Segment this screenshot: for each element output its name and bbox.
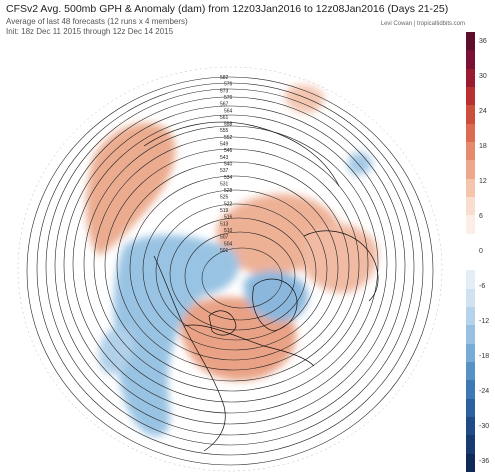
contour-label: 510 bbox=[224, 228, 233, 234]
colorbar-segment bbox=[466, 68, 475, 88]
contour-label: 573 bbox=[220, 88, 229, 94]
colorbar-segment bbox=[466, 325, 475, 345]
contour-label: 531 bbox=[220, 181, 229, 187]
europe-coast bbox=[303, 230, 379, 302]
contour-label: 528 bbox=[224, 188, 233, 194]
colorbar-tick-label: 12 bbox=[479, 178, 487, 185]
colorbar-segment bbox=[466, 343, 475, 363]
colorbar-tick-label: 30 bbox=[479, 73, 487, 80]
colorbar-tick-label: 36 bbox=[479, 38, 487, 45]
hudson-bay bbox=[208, 310, 237, 336]
contour-label: 549 bbox=[220, 142, 229, 148]
colorbar-segment bbox=[466, 453, 475, 473]
colorbar-tick-label: 18 bbox=[479, 143, 487, 150]
colorbar-tick-label: -30 bbox=[479, 423, 490, 430]
colorbar-segment bbox=[466, 197, 475, 216]
contour-label: 516 bbox=[224, 215, 233, 221]
colorbar-segment bbox=[466, 32, 475, 51]
colorbar-segment bbox=[466, 417, 475, 436]
contour-label: 570 bbox=[224, 95, 233, 101]
colorbar-segment bbox=[466, 160, 475, 180]
colorbar-segment bbox=[466, 435, 475, 455]
polar-map: 5825765735705675645615585555525495465435… bbox=[4, 36, 459, 472]
colorbar-segment bbox=[466, 123, 475, 143]
contour-label: 543 bbox=[220, 155, 229, 161]
contour-label: 525 bbox=[220, 195, 229, 201]
height-contours bbox=[26, 76, 434, 466]
map-boundary bbox=[17, 66, 443, 472]
colorbar-tick-label: -12 bbox=[479, 318, 490, 325]
colorbar-tick-label: -18 bbox=[479, 353, 490, 360]
colorbar-segment bbox=[466, 307, 475, 326]
colorbar-segment bbox=[466, 398, 475, 418]
contour-label: 552 bbox=[224, 135, 233, 141]
coastlines bbox=[143, 121, 379, 452]
contour-label: 540 bbox=[224, 161, 233, 167]
contour-label: 576 bbox=[224, 82, 233, 88]
colorbar-tick-label: 6 bbox=[479, 213, 483, 220]
colorbar-tick-label: 24 bbox=[479, 108, 487, 115]
colorbar-segment bbox=[466, 215, 475, 235]
colorbar-segment bbox=[466, 178, 475, 198]
greenland-coast bbox=[252, 278, 298, 332]
chart-subtitle: Average of last 48 forecasts (12 runs x … bbox=[6, 17, 188, 26]
contour-label: 513 bbox=[220, 221, 229, 227]
anomaly-western-north-america-trough bbox=[114, 234, 240, 437]
colorbar-segment bbox=[466, 142, 475, 161]
init-info: Init: 18z Dec 11 2015 through 12z Dec 14… bbox=[6, 27, 174, 36]
anomaly-scandinavia-ridge bbox=[304, 223, 378, 294]
contour-label: 558 bbox=[224, 122, 233, 128]
colorbar-segment bbox=[466, 233, 475, 253]
colorbar-segment bbox=[466, 270, 475, 290]
contour-label: 519 bbox=[220, 208, 229, 214]
anomaly-ural-ridge bbox=[284, 84, 325, 114]
colorbar-tick-label: -24 bbox=[479, 388, 490, 395]
contour-label: 507 bbox=[220, 235, 229, 241]
colorbar-tick-label: -36 bbox=[479, 458, 490, 465]
contour-label: 522 bbox=[224, 201, 233, 207]
colorbar-segment bbox=[466, 362, 475, 381]
colorbar-segment bbox=[466, 87, 475, 106]
anomaly-colorbar bbox=[466, 32, 475, 473]
contour-label: 501 bbox=[220, 248, 229, 254]
colorbar-tick-label: 0 bbox=[479, 248, 483, 255]
contour-label: 534 bbox=[224, 175, 233, 181]
colorbar-segment bbox=[466, 380, 475, 400]
contour-label: 546 bbox=[224, 148, 233, 154]
contour-label: 561 bbox=[220, 115, 229, 121]
anomaly-baffin-bay-trough bbox=[243, 270, 308, 322]
colorbar-segment bbox=[466, 50, 475, 70]
north-america-coast bbox=[153, 255, 315, 452]
asia-coast bbox=[143, 121, 340, 187]
contour-label: 555 bbox=[220, 128, 229, 134]
colorbar-tick-label: -6 bbox=[479, 283, 486, 290]
colorbar-segment bbox=[466, 252, 475, 271]
contour-label: 564 bbox=[224, 108, 233, 114]
colorbar-segment bbox=[466, 288, 475, 308]
colorbar-segment bbox=[466, 105, 475, 125]
contour-label: 504 bbox=[224, 241, 233, 247]
contour-label: 567 bbox=[220, 102, 229, 108]
contour-label: 582 bbox=[220, 75, 229, 81]
chart-title: CFSv2 Avg. 500mb GPH & Anomaly (dam) fro… bbox=[6, 3, 449, 15]
anomaly-central-asia-trough bbox=[348, 152, 373, 175]
contour-label: 537 bbox=[220, 168, 229, 174]
credit-text: Levi Cowan | tropicaltidbits.com bbox=[380, 21, 465, 27]
